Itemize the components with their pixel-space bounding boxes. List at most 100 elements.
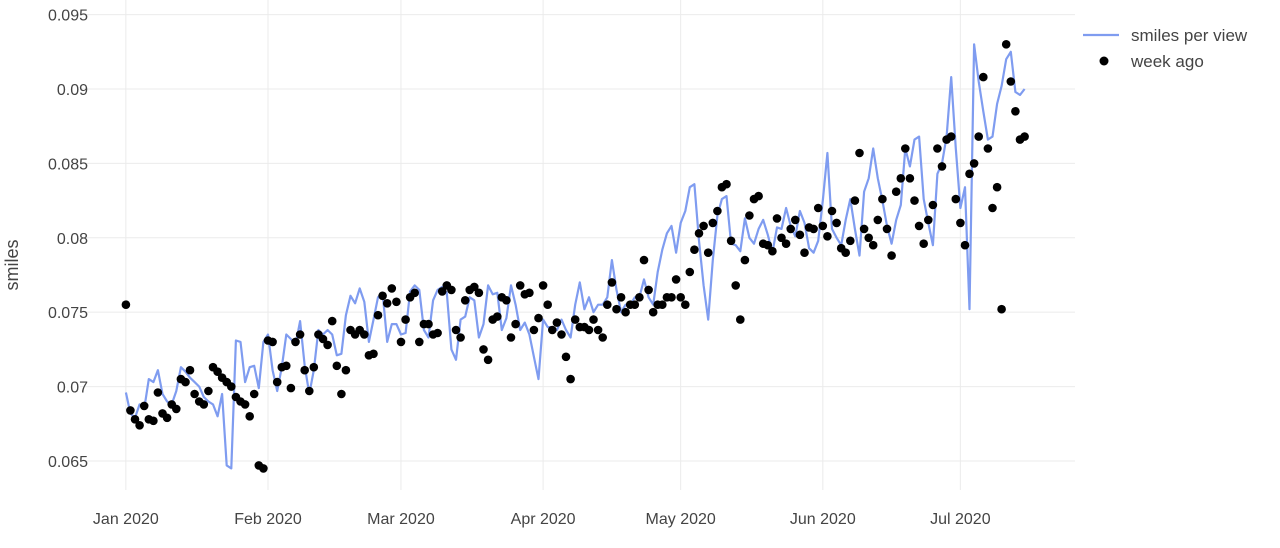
x-axis-ticks: Jan 2020 Feb 2020 Mar 2020 Apr 2020 May 2020…: [93, 511, 991, 528]
week-ago-point: [415, 337, 424, 347]
week-ago-point: [327, 316, 337, 326]
week-ago-point: [818, 221, 828, 231]
week-ago-point: [392, 297, 401, 307]
week-ago-point: [616, 293, 626, 302]
week-ago-point: [635, 293, 644, 302]
week-ago-point: [268, 337, 277, 347]
week-ago-point: [139, 401, 149, 411]
week-ago-point: [690, 245, 699, 254]
series-markers-week-ago: [121, 40, 1029, 473]
week-ago-point: [204, 386, 213, 396]
week-ago-point: [1001, 40, 1011, 49]
week-ago-point: [181, 377, 190, 387]
week-ago-point: [424, 319, 433, 329]
x-tick-label: May 2020: [646, 511, 716, 528]
week-ago-point: [612, 304, 621, 314]
week-ago-point: [149, 416, 158, 426]
week-ago-point: [813, 203, 823, 213]
week-ago-point: [850, 196, 860, 205]
x-tick-label: Jul 2020: [930, 511, 991, 528]
week-ago-point: [570, 315, 580, 324]
week-ago-point: [841, 248, 850, 257]
week-ago-point: [410, 288, 420, 298]
week-ago-point: [373, 310, 383, 320]
x-tick-label: Jun 2020: [790, 511, 856, 528]
week-ago-point: [153, 388, 163, 397]
legend-label-week-ago[interactable]: week ago: [1130, 52, 1204, 71]
week-ago-point: [162, 413, 172, 423]
week-ago-point: [708, 218, 718, 228]
week-ago-point: [979, 72, 988, 82]
week-ago-point: [699, 221, 708, 231]
week-ago-point: [644, 285, 653, 295]
legend-dot-swatch: [1099, 56, 1109, 66]
week-ago-point: [295, 330, 305, 339]
week-ago-point: [809, 224, 818, 234]
week-ago-point: [538, 281, 548, 290]
week-ago-point: [387, 284, 397, 293]
week-ago-point: [474, 288, 484, 298]
week-ago-point: [525, 288, 534, 298]
week-ago-point: [832, 218, 841, 228]
week-ago-point: [502, 296, 511, 305]
x-tick-label: Feb 2020: [234, 511, 302, 528]
week-ago-point: [172, 404, 181, 414]
week-ago-point: [272, 377, 282, 387]
week-ago-point: [369, 349, 378, 359]
week-ago-point: [543, 300, 552, 310]
week-ago-point: [800, 248, 809, 257]
y-tick-label: 0.07: [57, 380, 88, 397]
legend-label-smiles-per-view[interactable]: smiles per view: [1131, 26, 1248, 45]
week-ago-point: [772, 214, 782, 223]
week-ago-point: [401, 315, 410, 324]
week-ago-point: [868, 240, 878, 250]
week-ago-point: [914, 221, 924, 231]
week-ago-point: [786, 224, 795, 234]
y-tick-label: 0.085: [48, 156, 88, 173]
week-ago-point: [882, 224, 892, 234]
week-ago-point: [997, 304, 1006, 314]
y-tick-label: 0.09: [57, 82, 88, 99]
week-ago-point: [983, 144, 993, 153]
week-ago-point: [621, 307, 630, 317]
week-ago-point: [846, 236, 855, 246]
week-ago-point: [928, 200, 938, 210]
week-ago-point: [951, 194, 961, 204]
week-ago-point: [901, 144, 910, 153]
week-ago-point: [726, 236, 736, 246]
week-ago-point: [736, 315, 745, 324]
y-tick-label: 0.095: [48, 8, 88, 25]
week-ago-point: [561, 352, 571, 362]
week-ago-point: [946, 132, 956, 141]
week-ago-point: [493, 312, 502, 321]
week-ago-point: [259, 464, 268, 473]
week-ago-point: [249, 389, 259, 399]
week-ago-point: [992, 182, 1002, 192]
week-ago-point: [589, 315, 598, 324]
week-ago-point: [956, 218, 965, 228]
week-ago-point: [291, 337, 300, 347]
week-ago-point: [479, 345, 488, 354]
week-ago-point: [557, 330, 566, 339]
week-ago-point: [121, 300, 131, 310]
week-ago-point: [332, 361, 342, 371]
week-ago-point: [896, 174, 906, 183]
week-ago-point: [703, 248, 713, 257]
legend[interactable]: smiles per view week ago: [1083, 26, 1248, 71]
week-ago-point: [227, 382, 236, 391]
week-ago-point: [988, 203, 997, 213]
week-ago-point: [603, 300, 612, 310]
week-ago-point: [648, 307, 658, 317]
y-axis-ticks: 0.065 0.07 0.075 0.08 0.085 0.09 0.095: [48, 8, 88, 471]
week-ago-point: [437, 287, 447, 296]
week-ago-point: [598, 333, 607, 342]
week-ago-point: [318, 334, 328, 344]
week-ago-point: [937, 162, 947, 171]
week-ago-point: [864, 233, 873, 243]
week-ago-point: [887, 251, 896, 260]
week-ago-point: [1011, 107, 1020, 116]
week-ago-point: [658, 300, 667, 310]
week-ago-point: [300, 365, 310, 375]
y-tick-label: 0.075: [48, 305, 88, 322]
week-ago-point: [245, 412, 254, 421]
